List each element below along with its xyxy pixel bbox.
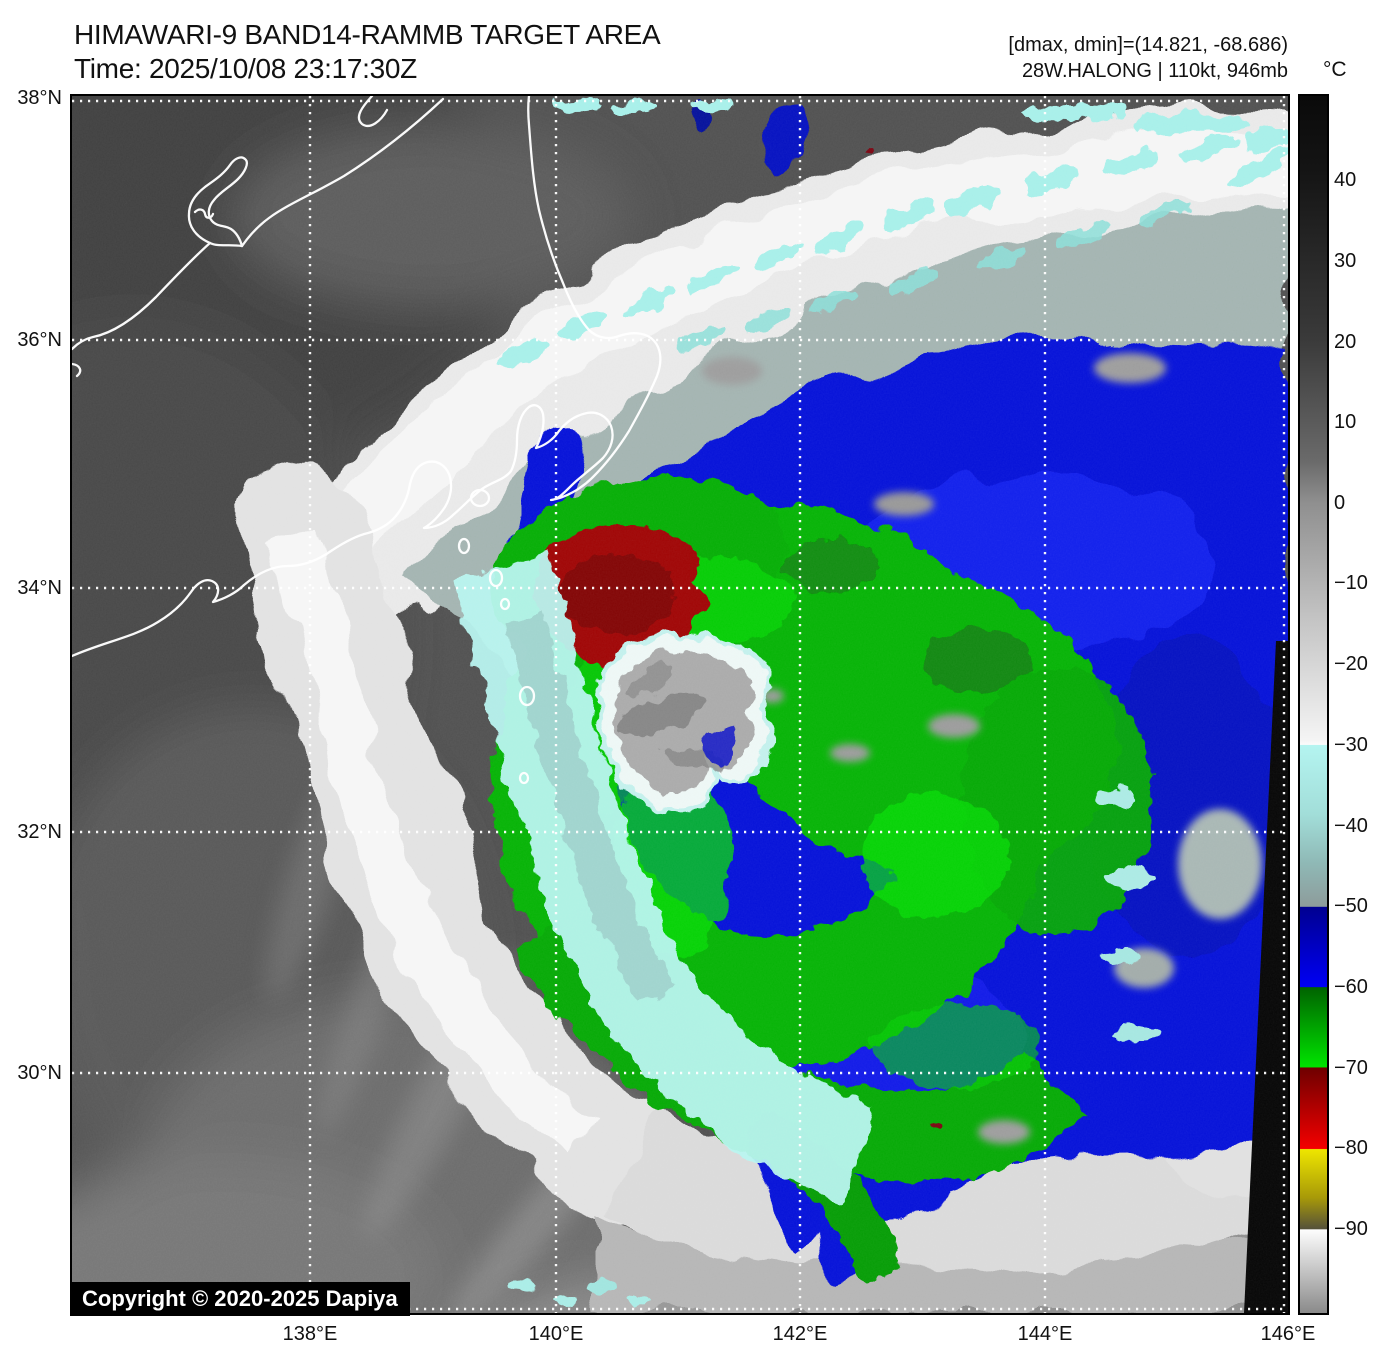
lat-label-38n: 38°N [17, 87, 62, 109]
colorbar-tick-30: 30 [1334, 250, 1357, 272]
lat-label-34n: 34°N [17, 577, 62, 599]
lon-label-138e: 138°E [282, 1323, 338, 1345]
colorbar-tick-40: 40 [1334, 169, 1357, 191]
image-grain [72, 96, 1288, 1313]
colorbar-unit-label: °C [1323, 58, 1347, 81]
colorbar-tick-m50: −50 [1334, 895, 1368, 917]
product-time: Time: 2025/10/08 23:17:30Z [74, 53, 417, 84]
lat-label-30n: 30°N [17, 1062, 62, 1084]
dmax-dmin-label: [dmax, dmin]=(14.821, -68.686) [1008, 34, 1288, 56]
colorbar-tick-m20: −20 [1334, 653, 1368, 675]
product-title: HIMAWARI-9 BAND14-RAMMB TARGET AREA [74, 19, 661, 50]
lon-label-140e: 140°E [528, 1323, 584, 1345]
colorbar-tick-m90: −90 [1334, 1218, 1368, 1240]
lon-label-144e: 144°E [1017, 1323, 1073, 1345]
lat-label-32n: 32°N [17, 821, 62, 843]
colorbar-tick-m70: −70 [1334, 1057, 1368, 1079]
colorbar-tick-m60: −60 [1334, 976, 1368, 998]
colorbar-tick-10: 10 [1334, 411, 1357, 433]
colorbar-tick-m40: −40 [1334, 815, 1368, 837]
satellite-imagery [72, 96, 1288, 1313]
lat-label-36n: 36°N [17, 329, 62, 351]
colorbar-tick-m10: −10 [1334, 572, 1368, 594]
colorbar-tick-20: 20 [1334, 331, 1357, 353]
storm-info-label: 28W.HALONG | 110kt, 946mb [1021, 60, 1288, 82]
header-right: [dmax, dmin]=(14.821, -68.686) 28W.HALON… [1008, 32, 1288, 84]
lon-label-142e: 142°E [772, 1323, 828, 1345]
temperature-colorbar [1298, 94, 1329, 1315]
copyright-badge: Copyright © 2020-2025 Dapiya [70, 1282, 410, 1316]
colorbar-tick-m80: −80 [1334, 1137, 1368, 1159]
lon-label-146e: 146°E [1260, 1323, 1316, 1345]
satellite-map: Copyright © 2020-2025 Dapiya [70, 94, 1290, 1316]
colorbar-tick-m30: −30 [1334, 734, 1368, 756]
colorbar-tick-0: 0 [1334, 492, 1346, 514]
